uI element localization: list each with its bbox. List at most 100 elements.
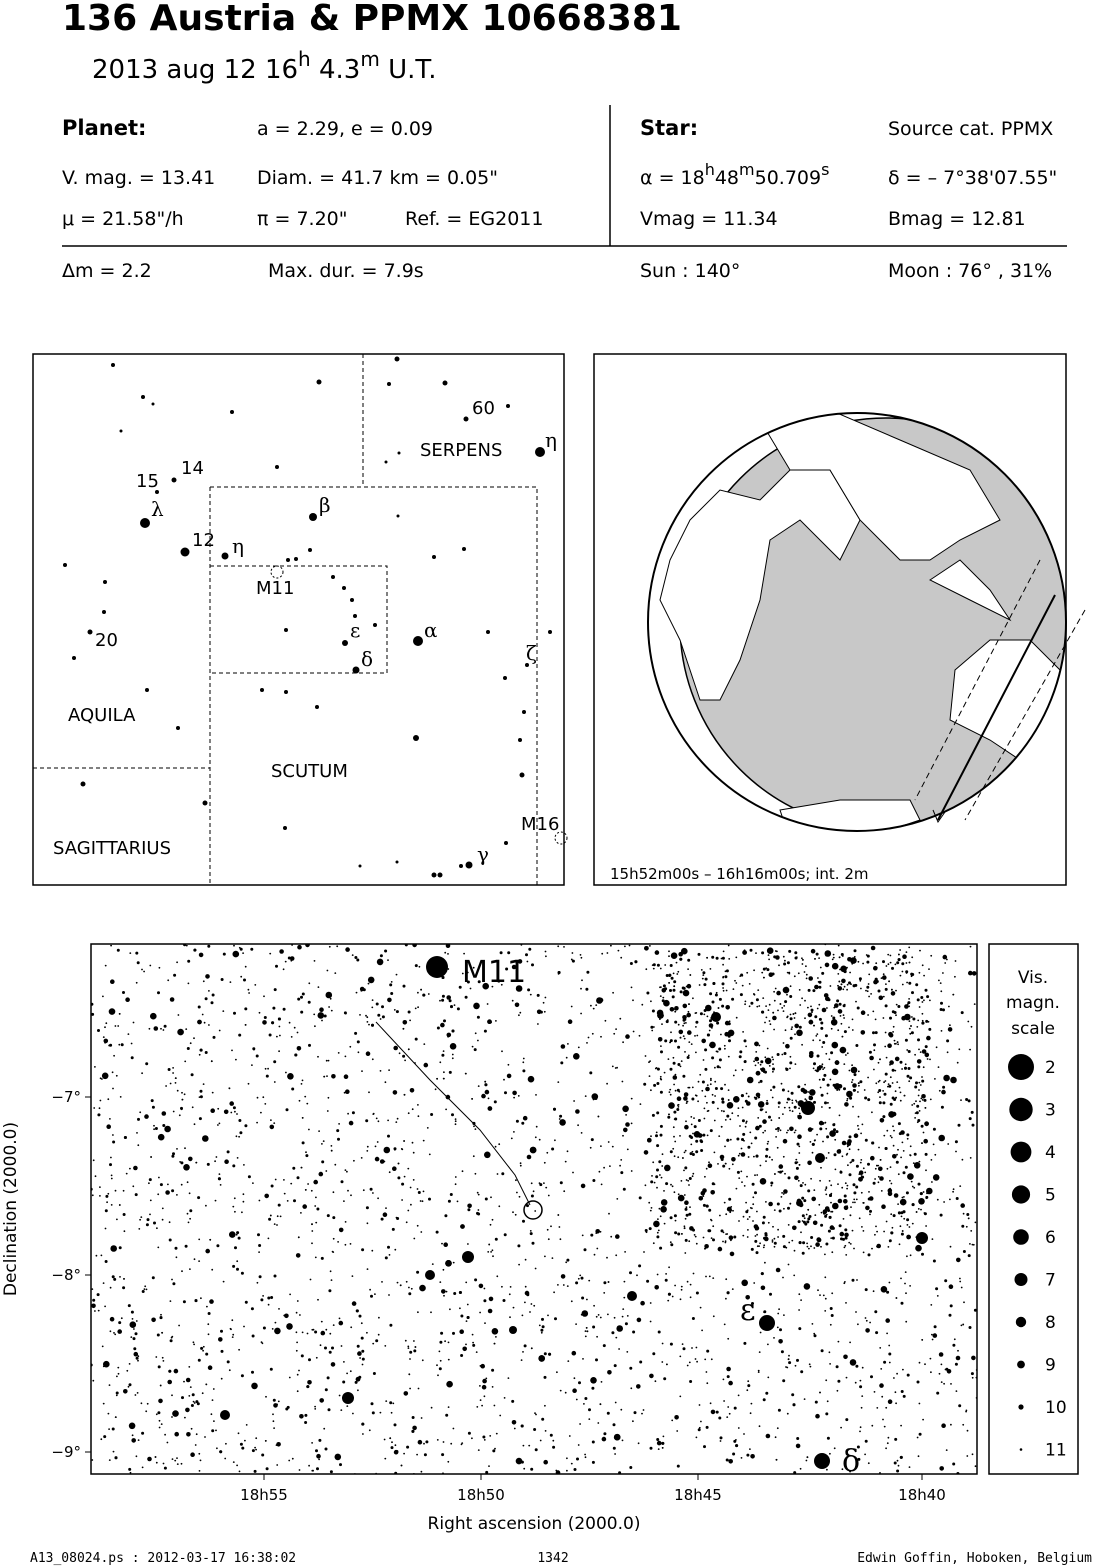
star [276, 1464, 279, 1466]
star [563, 946, 565, 948]
star [356, 958, 360, 962]
star [633, 1411, 637, 1415]
star [554, 1317, 557, 1321]
star [857, 1070, 860, 1073]
star [595, 1358, 598, 1362]
star [940, 1105, 944, 1109]
star [765, 1160, 767, 1163]
star [810, 1236, 814, 1239]
star [204, 1436, 206, 1438]
star [358, 864, 362, 868]
star [661, 1153, 664, 1156]
title: 136 Austria & PPMX 10668381 [62, 0, 682, 39]
star [884, 1004, 888, 1008]
star [117, 1372, 120, 1375]
star [760, 1272, 764, 1276]
star [727, 1055, 730, 1058]
star [475, 1351, 478, 1353]
star [706, 1084, 709, 1086]
star [848, 1026, 850, 1029]
star [762, 997, 765, 999]
star [467, 1431, 471, 1435]
star [185, 944, 188, 947]
star [578, 1381, 581, 1385]
finder-label: γ [477, 842, 489, 866]
star [968, 1117, 972, 1121]
star [697, 1080, 700, 1083]
star [645, 1231, 648, 1234]
star [91, 1303, 96, 1309]
star [560, 1061, 564, 1065]
star [895, 1160, 899, 1164]
star [742, 1031, 744, 1033]
star [773, 1241, 777, 1245]
star [901, 983, 904, 986]
star [715, 956, 719, 960]
star [777, 1171, 780, 1173]
star [687, 1010, 690, 1013]
star [430, 1113, 434, 1116]
star [407, 1112, 410, 1115]
star [372, 1113, 375, 1115]
star [173, 973, 177, 977]
star [890, 991, 896, 996]
star [298, 1369, 300, 1372]
star [848, 1241, 851, 1244]
star [404, 1339, 407, 1342]
star [515, 985, 523, 992]
star [174, 1431, 179, 1437]
star [301, 1079, 304, 1082]
star [777, 1312, 780, 1315]
star [342, 1380, 346, 1384]
star [409, 1350, 413, 1354]
star [447, 1341, 450, 1344]
star [875, 1225, 877, 1228]
star [971, 1243, 974, 1246]
star [493, 1404, 496, 1407]
star [739, 1125, 741, 1127]
star [946, 1051, 949, 1054]
star [220, 978, 224, 981]
star [314, 1256, 317, 1259]
star [870, 945, 876, 951]
star [375, 1339, 379, 1343]
star [487, 1251, 490, 1253]
star [650, 1135, 652, 1138]
star [695, 1094, 698, 1097]
star [308, 1464, 310, 1467]
star [557, 1284, 559, 1286]
star [679, 990, 683, 994]
star [846, 1184, 849, 1187]
star [779, 1328, 782, 1332]
star [810, 1245, 812, 1248]
star [411, 1429, 415, 1433]
star [487, 1019, 492, 1024]
star [807, 1189, 811, 1193]
star [702, 1188, 707, 1193]
star [171, 1189, 175, 1193]
star [864, 1453, 866, 1456]
star [972, 1243, 975, 1246]
star [566, 1258, 570, 1262]
star [572, 1388, 577, 1393]
star [897, 1203, 899, 1205]
star [295, 1311, 298, 1314]
star [305, 944, 310, 948]
star [783, 1245, 786, 1248]
star [695, 1139, 699, 1143]
star [260, 688, 264, 692]
star [816, 1007, 819, 1010]
star [198, 1238, 201, 1241]
star [857, 1457, 861, 1461]
star [307, 1000, 311, 1004]
star [111, 1427, 115, 1431]
bright-star [759, 1315, 775, 1331]
star [716, 1021, 720, 1025]
star [334, 972, 337, 974]
star [813, 1062, 816, 1066]
star [757, 1101, 765, 1108]
star [862, 1251, 865, 1254]
star [153, 1128, 156, 1131]
star [921, 1076, 923, 1078]
star [474, 1032, 477, 1035]
